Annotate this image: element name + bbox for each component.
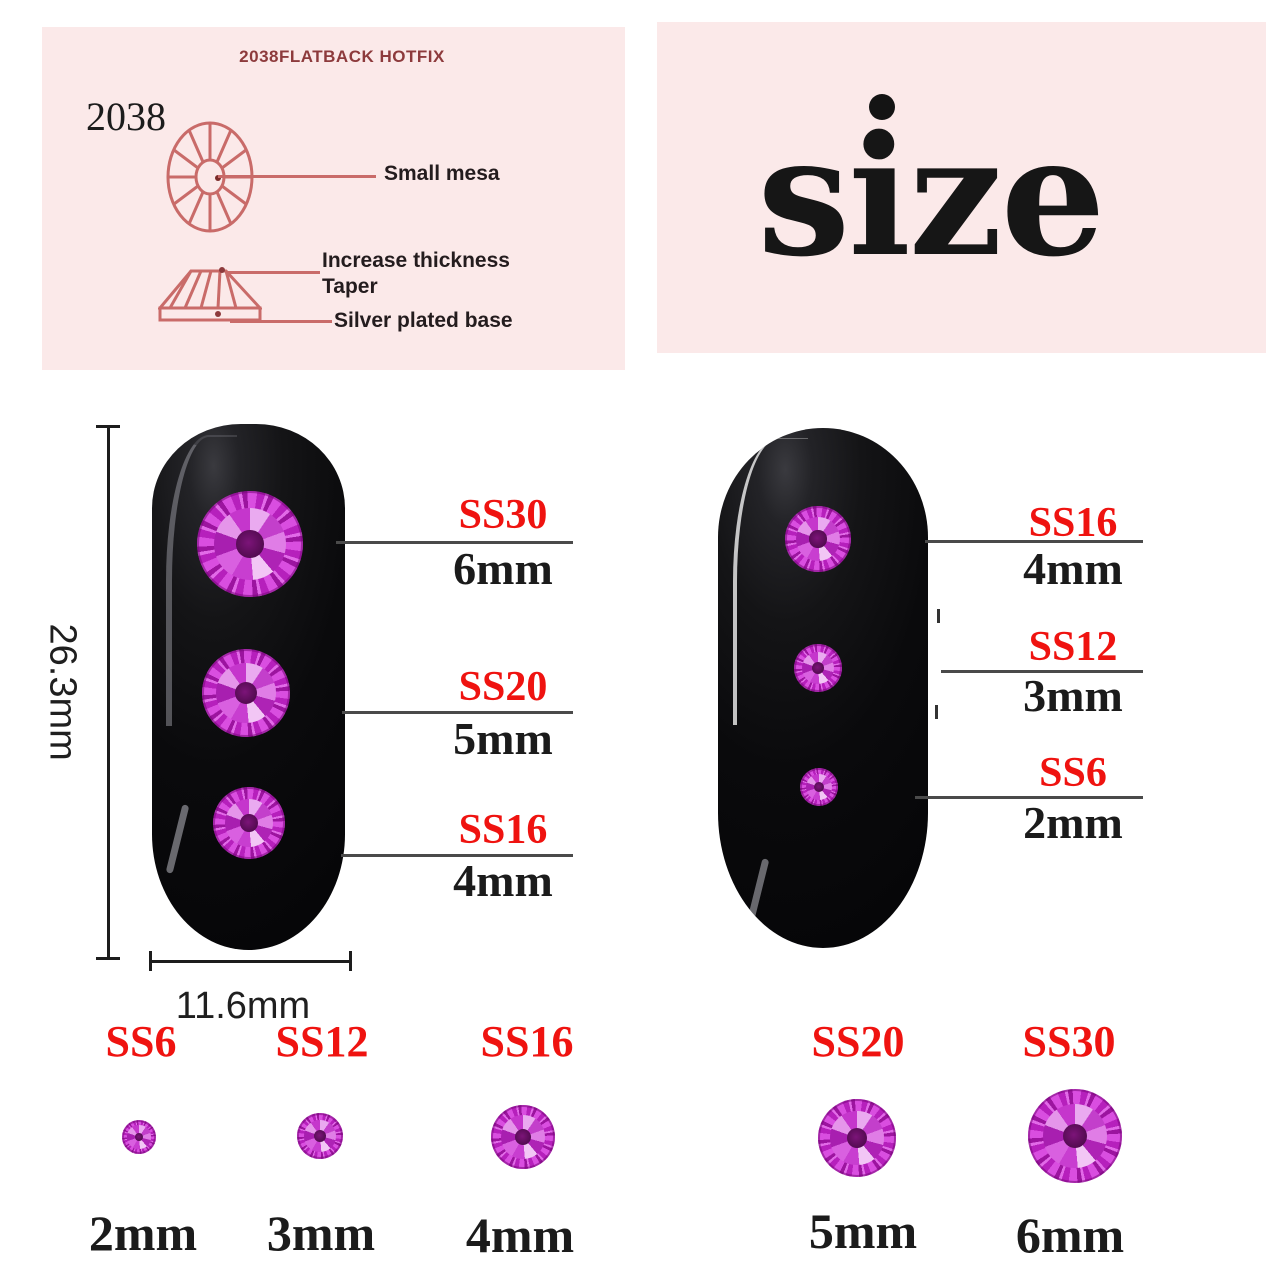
increase-thickness-label: Increase thickness xyxy=(322,249,510,272)
height-measure-cap-bottom xyxy=(96,957,120,960)
diagram-title: 2038FLATBACK HOTFIX xyxy=(239,47,445,66)
size-panel: size xyxy=(657,22,1266,353)
chart-gem-ss16 xyxy=(491,1105,555,1169)
chart-label-ss16: SS16 xyxy=(480,1017,574,1066)
chart-gem-ss20 xyxy=(818,1099,896,1177)
callout-line-ss6 xyxy=(915,796,1143,799)
callout-ss16-mm: 4mm xyxy=(453,855,553,906)
i-dot-decoration xyxy=(869,94,895,120)
rhinestone-ss16-right xyxy=(785,506,851,572)
callout-ss16-right: SS16 xyxy=(1028,500,1118,546)
model-number: 2038 xyxy=(86,94,166,139)
callout-line-ss20 xyxy=(342,711,573,714)
nail-shine-wedge xyxy=(745,858,770,928)
callout-ss12-mm: 3mm xyxy=(1023,670,1123,721)
callout-ss16-right-mm: 4mm xyxy=(1023,543,1123,594)
callout-line-ss16-right xyxy=(925,540,1143,543)
callout-line-ss16 xyxy=(341,854,573,857)
nail-edge-tick xyxy=(935,705,938,719)
chart-size-6mm: 6mm xyxy=(1015,1207,1125,1263)
rhinestone-ss16 xyxy=(213,787,285,859)
callout-ss12: SS12 xyxy=(1028,624,1118,670)
nail-height-label: 26.3mm xyxy=(41,623,84,761)
chart-size-4mm: 4mm xyxy=(465,1207,575,1263)
thickness-taper-label: Increase thickness Taper xyxy=(322,248,510,301)
base-leader-line xyxy=(230,320,332,323)
chart-label-ss12: SS12 xyxy=(275,1017,369,1066)
width-measure-line xyxy=(150,960,352,963)
chart-label-ss6: SS6 xyxy=(105,1017,177,1066)
chart-label-ss20: SS20 xyxy=(811,1017,905,1066)
small-mesa-label: Small mesa xyxy=(384,162,500,185)
callout-ss6-mm: 2mm xyxy=(1023,797,1123,848)
width-measure-tick-left xyxy=(149,951,152,971)
width-measure-tick-right xyxy=(349,951,352,971)
callout-ss30: SS30 xyxy=(458,492,548,538)
rhinestone-ss20 xyxy=(202,649,290,737)
callout-ss16: SS16 xyxy=(458,807,548,853)
nail-shine-wedge xyxy=(165,804,190,874)
nail-width-label: 11.6mm xyxy=(175,985,311,1027)
callout-ss20-mm: 5mm xyxy=(453,713,553,764)
height-measure-cap-top xyxy=(96,425,120,428)
chart-size-3mm: 3mm xyxy=(266,1205,376,1261)
rhinestone-ss30 xyxy=(197,491,303,597)
nail-shine-highlight xyxy=(732,438,809,726)
diagram-panel: 2038FLATBACK HOTFIX 2038 Small mesa xyxy=(42,27,625,370)
size-title: size xyxy=(757,99,1105,293)
nail-edge-tick xyxy=(937,609,940,623)
chart-label-ss30: SS30 xyxy=(1022,1017,1116,1066)
rhinestone-side-view-diagram xyxy=(158,267,262,322)
chart-size-2mm: 2mm xyxy=(88,1205,198,1261)
rhinestone-top-view-diagram xyxy=(166,121,254,233)
callout-line-ss30 xyxy=(336,541,573,544)
silver-base-label: Silver plated base xyxy=(334,309,513,332)
rhinestone-ss6 xyxy=(800,768,838,806)
taper-label: Taper xyxy=(322,275,378,299)
callout-ss30-mm: 6mm xyxy=(453,543,553,594)
callout-ss6: SS6 xyxy=(1039,750,1107,796)
chart-size-5mm: 5mm xyxy=(808,1203,918,1259)
small-mesa-leader-line xyxy=(218,175,376,178)
chart-gem-ss12 xyxy=(297,1113,343,1159)
rhinestone-ss12 xyxy=(794,644,842,692)
chart-gem-ss6 xyxy=(122,1120,156,1154)
thickness-leader-line xyxy=(226,271,320,274)
callout-line-ss12 xyxy=(941,670,1143,673)
height-measure-line xyxy=(107,427,110,960)
callout-ss20: SS20 xyxy=(458,664,548,710)
chart-gem-ss30 xyxy=(1028,1089,1122,1183)
